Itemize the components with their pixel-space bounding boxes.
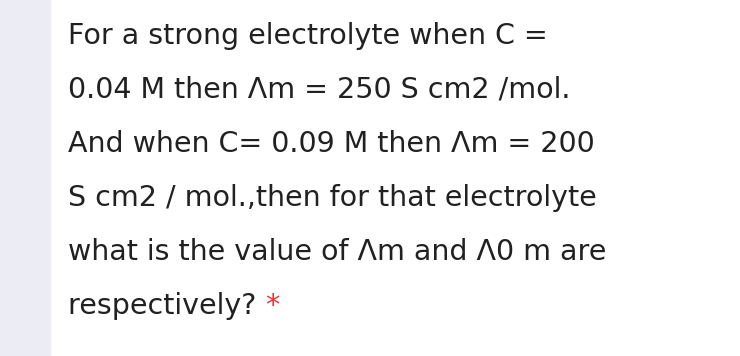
Bar [0,0,50,356]
Text: *: * [266,292,280,320]
Text: 0.04 M then Λm = 250 S cm2 /mol.: 0.04 M then Λm = 250 S cm2 /mol. [68,76,571,104]
Text: S cm2 / mol.,then for that electrolyte: S cm2 / mol.,then for that electrolyte [68,184,596,212]
Text: For a strong electrolyte when C =: For a strong electrolyte when C = [68,22,548,50]
Text: And when C= 0.09 M then Λm = 200: And when C= 0.09 M then Λm = 200 [68,130,595,158]
Text: respectively?: respectively? [68,292,266,320]
Text: what is the value of Λm and Λ0 m are: what is the value of Λm and Λ0 m are [68,238,606,266]
